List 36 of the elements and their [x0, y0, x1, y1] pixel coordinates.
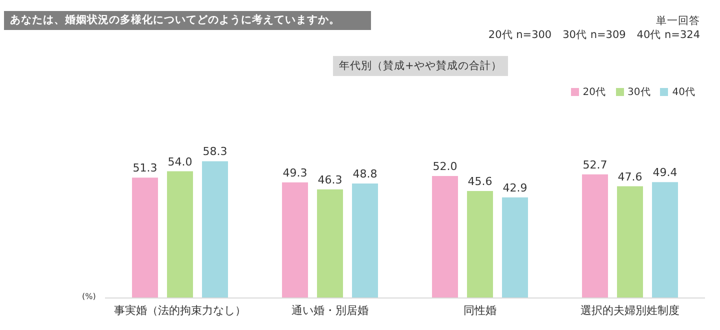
x-tick-label: 同性婚: [464, 304, 496, 317]
data-label: 48.8: [352, 167, 378, 180]
data-label: 51.3: [132, 162, 158, 175]
bar: [167, 171, 193, 298]
bar: [132, 178, 158, 298]
data-label: 52.7: [582, 158, 608, 172]
bar: [282, 182, 308, 298]
text: 20代 n=300 30代 n=309 40代 n=324: [488, 28, 700, 42]
bar: [317, 189, 343, 298]
x-tick-label: 事実婚（法的拘束力なし）: [114, 304, 246, 317]
chart-subtitle: 年代別（賛成+やや賛成の合計）: [333, 56, 508, 76]
bar: [432, 176, 458, 298]
data-label: 58.3: [202, 145, 228, 158]
legend-label: 30代: [628, 87, 650, 98]
data-label: 54.0: [168, 155, 192, 168]
data-label: 47.6: [618, 170, 642, 184]
bar: [502, 197, 528, 298]
bar: [652, 182, 678, 298]
data-label: 49.4: [652, 166, 678, 180]
text: 単一回答: [656, 14, 700, 28]
data-label: 45.6: [468, 175, 492, 188]
bar: [352, 183, 378, 298]
chart-title: あなたは、婚姻状況の多様化についてどのように考えていますか。: [4, 11, 371, 30]
data-label: 46.3: [318, 173, 342, 186]
bar: [467, 191, 493, 298]
y-axis-title: (%): [82, 292, 96, 301]
bar: [617, 186, 643, 298]
legend-label: 20代: [582, 87, 606, 98]
data-label: 49.3: [282, 166, 308, 180]
x-tick-label: 選択的夫婦別姓制度: [580, 304, 680, 317]
legend-label: 40代: [672, 87, 695, 98]
data-label: 42.9: [502, 181, 528, 194]
data-label: 52.0: [432, 160, 458, 173]
bar: [582, 174, 608, 298]
bar: [202, 161, 228, 298]
x-tick-label: 通い婚・別居婚: [292, 304, 368, 317]
